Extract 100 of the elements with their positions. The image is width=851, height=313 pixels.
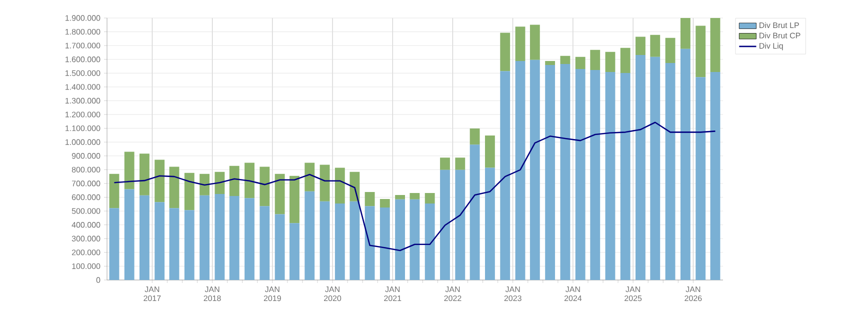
bar bbox=[214, 194, 225, 280]
bar bbox=[575, 69, 586, 280]
bar bbox=[334, 168, 345, 204]
x-tick-label: JAN 2022 bbox=[444, 286, 462, 302]
legend-label: Div Brut LP bbox=[760, 22, 799, 28]
y-tick-label: 1.600.000 bbox=[66, 56, 100, 62]
bar bbox=[710, 72, 720, 280]
y-tick-label: 300.000 bbox=[72, 236, 100, 242]
bar bbox=[229, 196, 240, 280]
bar bbox=[530, 60, 540, 280]
bar bbox=[304, 191, 315, 280]
y-tick-label: 1.500.000 bbox=[66, 70, 100, 76]
bar bbox=[665, 62, 676, 280]
bar bbox=[665, 38, 676, 63]
bar bbox=[260, 206, 270, 280]
y-tick-label: 400.000 bbox=[72, 222, 100, 228]
bar bbox=[485, 168, 495, 280]
bar bbox=[274, 174, 285, 214]
x-tick-label: JAN 2023 bbox=[504, 286, 522, 302]
y-tick-label: 1.100.000 bbox=[66, 125, 100, 132]
bar bbox=[154, 202, 165, 280]
bar bbox=[109, 208, 120, 280]
y-tick-label: 900.000 bbox=[72, 153, 100, 159]
bar bbox=[500, 71, 510, 280]
bar bbox=[229, 166, 240, 196]
y-tick-label: 500.000 bbox=[72, 208, 100, 214]
bar bbox=[440, 158, 450, 170]
bar bbox=[380, 207, 390, 280]
bar bbox=[515, 61, 526, 280]
legend-label: Div Brut CP bbox=[760, 32, 800, 38]
bar bbox=[244, 198, 254, 280]
y-tick-label: 800.000 bbox=[72, 166, 100, 173]
bar bbox=[184, 172, 194, 210]
x-tick-label: JAN 2025 bbox=[624, 286, 642, 302]
bar bbox=[169, 166, 180, 208]
y-tick-label: 1.400.000 bbox=[66, 84, 100, 90]
bar bbox=[290, 223, 300, 280]
bar bbox=[200, 195, 210, 280]
bar bbox=[636, 54, 646, 280]
bar bbox=[320, 201, 330, 280]
bar bbox=[680, 48, 690, 280]
bar bbox=[545, 61, 556, 66]
bar bbox=[184, 210, 194, 280]
bar bbox=[470, 144, 480, 280]
bar bbox=[320, 164, 330, 202]
bar bbox=[410, 199, 420, 280]
bar bbox=[636, 36, 646, 55]
bar bbox=[650, 56, 660, 280]
bar bbox=[124, 152, 134, 190]
bar bbox=[169, 208, 180, 280]
x-tick-label: JAN 2024 bbox=[564, 286, 582, 302]
bar bbox=[364, 206, 375, 280]
y-tick-label: 1.300.000 bbox=[66, 98, 100, 104]
bar bbox=[290, 176, 300, 224]
y-tick-label: 1.700.000 bbox=[66, 42, 100, 48]
y-tick-label: 1.200.000 bbox=[66, 112, 100, 118]
y-tick-label: 1.900.000 bbox=[66, 15, 100, 21]
bar bbox=[560, 64, 570, 280]
y-tick-label: 700.000 bbox=[72, 180, 100, 186]
bar bbox=[560, 56, 570, 64]
x-tick-label: JAN 2017 bbox=[144, 286, 161, 302]
bar bbox=[696, 26, 706, 78]
bar bbox=[620, 48, 630, 74]
bar bbox=[364, 192, 375, 206]
y-tick-label: 600.000 bbox=[72, 194, 100, 200]
x-tick-label: JAN 2020 bbox=[324, 286, 342, 302]
bar bbox=[605, 52, 616, 72]
bar bbox=[530, 24, 540, 60]
bar bbox=[424, 203, 435, 280]
bar bbox=[109, 174, 120, 208]
bar bbox=[274, 214, 285, 280]
x-tick-label: JAN 2021 bbox=[384, 286, 402, 302]
bar bbox=[260, 166, 270, 206]
bar bbox=[424, 192, 435, 204]
bar bbox=[334, 203, 345, 280]
bar bbox=[590, 50, 600, 70]
x-tick-label: JAN 2026 bbox=[684, 286, 702, 302]
y-tick-label: 0 bbox=[96, 277, 100, 283]
bar bbox=[590, 70, 600, 280]
bar bbox=[395, 199, 405, 280]
bar bbox=[350, 172, 360, 202]
bar bbox=[304, 162, 315, 192]
bar bbox=[154, 160, 165, 202]
y-tick-label: 1.000.000 bbox=[66, 139, 100, 145]
bar bbox=[455, 170, 466, 280]
bar bbox=[696, 77, 706, 280]
bar bbox=[575, 56, 586, 70]
bar bbox=[710, 18, 720, 72]
bar bbox=[545, 65, 556, 280]
x-tick-label: JAN 2018 bbox=[204, 286, 221, 302]
bar bbox=[680, 18, 690, 49]
bar bbox=[500, 32, 510, 72]
bar bbox=[380, 199, 390, 208]
bar bbox=[140, 195, 150, 280]
bar bbox=[124, 189, 134, 280]
bar bbox=[440, 170, 450, 280]
y-tick-label: 100.000 bbox=[72, 263, 100, 270]
bar bbox=[620, 73, 630, 280]
bar bbox=[455, 158, 466, 170]
bar bbox=[350, 201, 360, 280]
